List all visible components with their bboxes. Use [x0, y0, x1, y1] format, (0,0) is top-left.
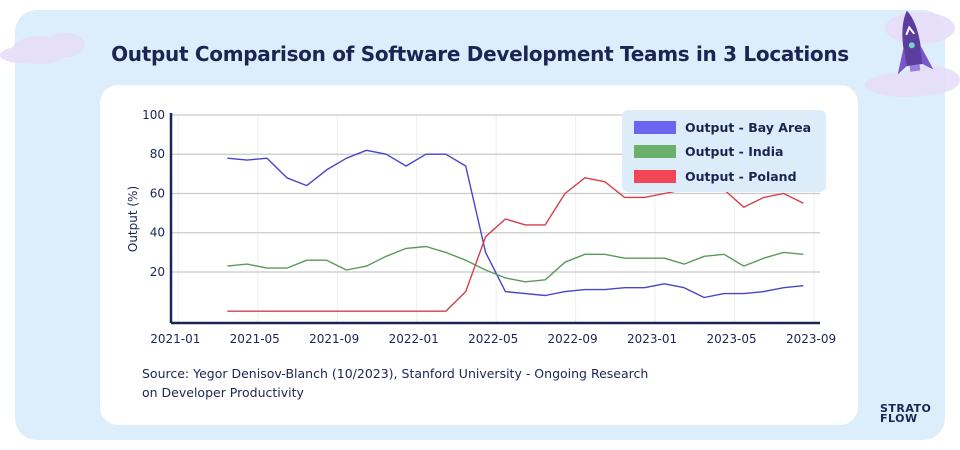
- cloud-left-icon: [0, 33, 85, 64]
- legend-swatch-india: [634, 144, 676, 158]
- y-tick-label: 60: [150, 186, 165, 200]
- y-tick-label: 100: [142, 108, 165, 122]
- x-tick-label: 2023-09: [786, 332, 836, 346]
- x-tick-label: 2022-01: [389, 332, 439, 346]
- y-tick-label: 80: [150, 147, 165, 161]
- y-tick-label: 40: [150, 226, 165, 240]
- legend-item-india: Output - India: [634, 141, 783, 161]
- x-tick-label: 2021-01: [150, 332, 200, 346]
- x-tick-label: 2022-09: [548, 332, 598, 346]
- source-note: Source: Yegor Denisov-Blanch (10/2023), …: [142, 366, 649, 400]
- x-tick-label: 2023-05: [707, 332, 757, 346]
- series-line-bay-area: [227, 149, 804, 299]
- legend-swatch-bay-area: [634, 120, 676, 134]
- x-tick-label: 2022-05: [468, 332, 518, 346]
- x-tick-label: 2021-05: [230, 332, 280, 346]
- chart-legend: Output - Bay Area Output - India Output …: [622, 110, 826, 192]
- legend-label-india: Output - India: [685, 143, 784, 159]
- logo-line-2: FLOW: [880, 412, 918, 425]
- legend-label-poland: Output - Poland: [685, 168, 797, 184]
- legend-item-bay-area: Output - Bay Area: [634, 117, 811, 137]
- legend-item-poland: Output - Poland: [634, 166, 797, 186]
- series-line-india: [227, 245, 804, 283]
- rocket-icon: [897, 10, 934, 75]
- y-tick-label: 20: [150, 265, 165, 279]
- legend-label-bay-area: Output - Bay Area: [685, 119, 812, 135]
- x-tick-label: 2023-01: [627, 332, 677, 346]
- strato-flow-logo: STRATO FLOW: [880, 402, 932, 425]
- page-title: Output Comparison of Software Developmen…: [111, 42, 849, 66]
- series-line-poland: [227, 177, 804, 312]
- y-axis-label: Output (%): [126, 186, 140, 252]
- legend-swatch-poland: [634, 169, 676, 183]
- x-tick-label: 2021-09: [309, 332, 359, 346]
- logo-line-1: STRATO: [880, 402, 932, 415]
